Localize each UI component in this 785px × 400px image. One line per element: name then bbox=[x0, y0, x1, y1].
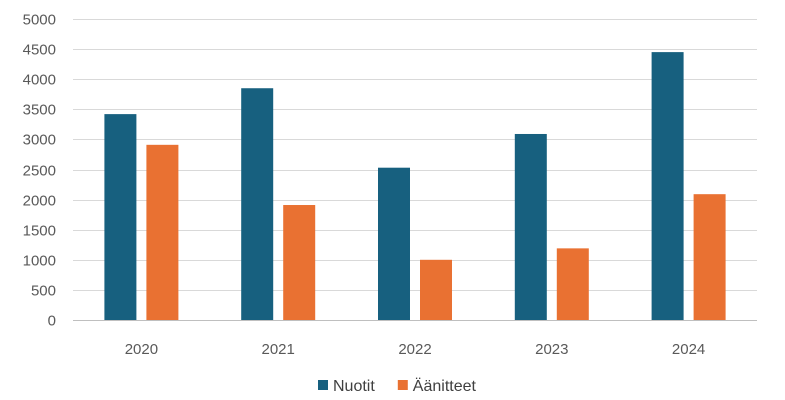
bar--nitteet-2021 bbox=[283, 205, 316, 320]
y-tick-label: 2500 bbox=[23, 163, 56, 180]
y-axis-tick-labels: 0 500 1000 1500 2000 2500 3000 3500 4000 4500 5000 bbox=[23, 12, 56, 330]
bar--nitteet-2022 bbox=[420, 259, 452, 320]
y-tick-label: 3000 bbox=[23, 132, 56, 149]
y-tick-label: 2000 bbox=[23, 193, 56, 210]
y-tick-label: 0 bbox=[48, 313, 56, 330]
bar-nuotit-2022 bbox=[378, 167, 410, 320]
y-tick-label: 3500 bbox=[23, 102, 56, 119]
y-tick-label: 4500 bbox=[23, 42, 56, 59]
y-tick-label: 4000 bbox=[23, 72, 56, 89]
bars bbox=[104, 52, 726, 321]
x-tick-label: 2021 bbox=[262, 341, 295, 358]
y-tick-label: 500 bbox=[31, 283, 56, 300]
legend-label: Äänitteet bbox=[413, 377, 477, 395]
bar-nuotit-2023 bbox=[514, 133, 547, 320]
x-tick-label: 2024 bbox=[672, 341, 705, 358]
x-axis-tick-labels: 2020 2021 2022 2023 2024 bbox=[125, 341, 706, 358]
legend-swatch bbox=[318, 380, 328, 390]
x-tick-label: 2023 bbox=[535, 341, 568, 358]
y-tick-label: 1500 bbox=[23, 223, 56, 240]
legend-swatch bbox=[397, 380, 408, 390]
gridlines bbox=[73, 19, 757, 321]
legend-label: Nuotit bbox=[333, 378, 375, 395]
y-tick-label: 5000 bbox=[23, 12, 56, 29]
bar-nuotit-2021 bbox=[241, 88, 274, 320]
bar--nitteet-2024 bbox=[693, 194, 726, 320]
bar--nitteet-2023 bbox=[556, 248, 589, 320]
bar-nuotit-2024 bbox=[651, 52, 684, 321]
x-tick-label: 2022 bbox=[398, 341, 431, 358]
x-tick-label: 2020 bbox=[125, 341, 158, 358]
bar--nitteet-2020 bbox=[146, 144, 179, 320]
legend: Nuotit Äänitteet bbox=[318, 377, 477, 395]
y-tick-label: 1000 bbox=[23, 253, 56, 270]
bar-nuotit-2020 bbox=[104, 114, 137, 320]
